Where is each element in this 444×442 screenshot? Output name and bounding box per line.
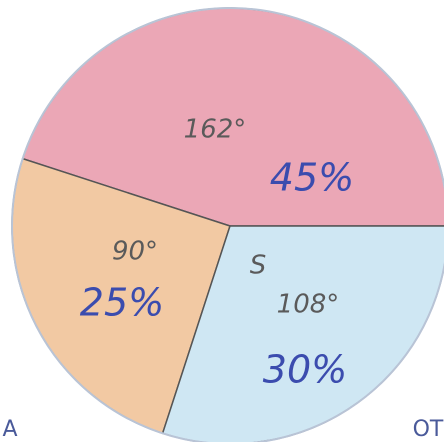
value-label: 25%	[80, 281, 164, 325]
angle-label: 90°	[112, 237, 158, 267]
pie-outline	[11, 7, 444, 442]
annotation: A	[2, 417, 17, 442]
value-label: 30%	[263, 348, 347, 392]
value-label: 45%	[270, 156, 354, 200]
annotation: OT	[413, 417, 444, 442]
angle-label: 162°	[184, 115, 247, 145]
annotation: S	[250, 251, 267, 281]
angle-label: 108°	[277, 290, 340, 320]
